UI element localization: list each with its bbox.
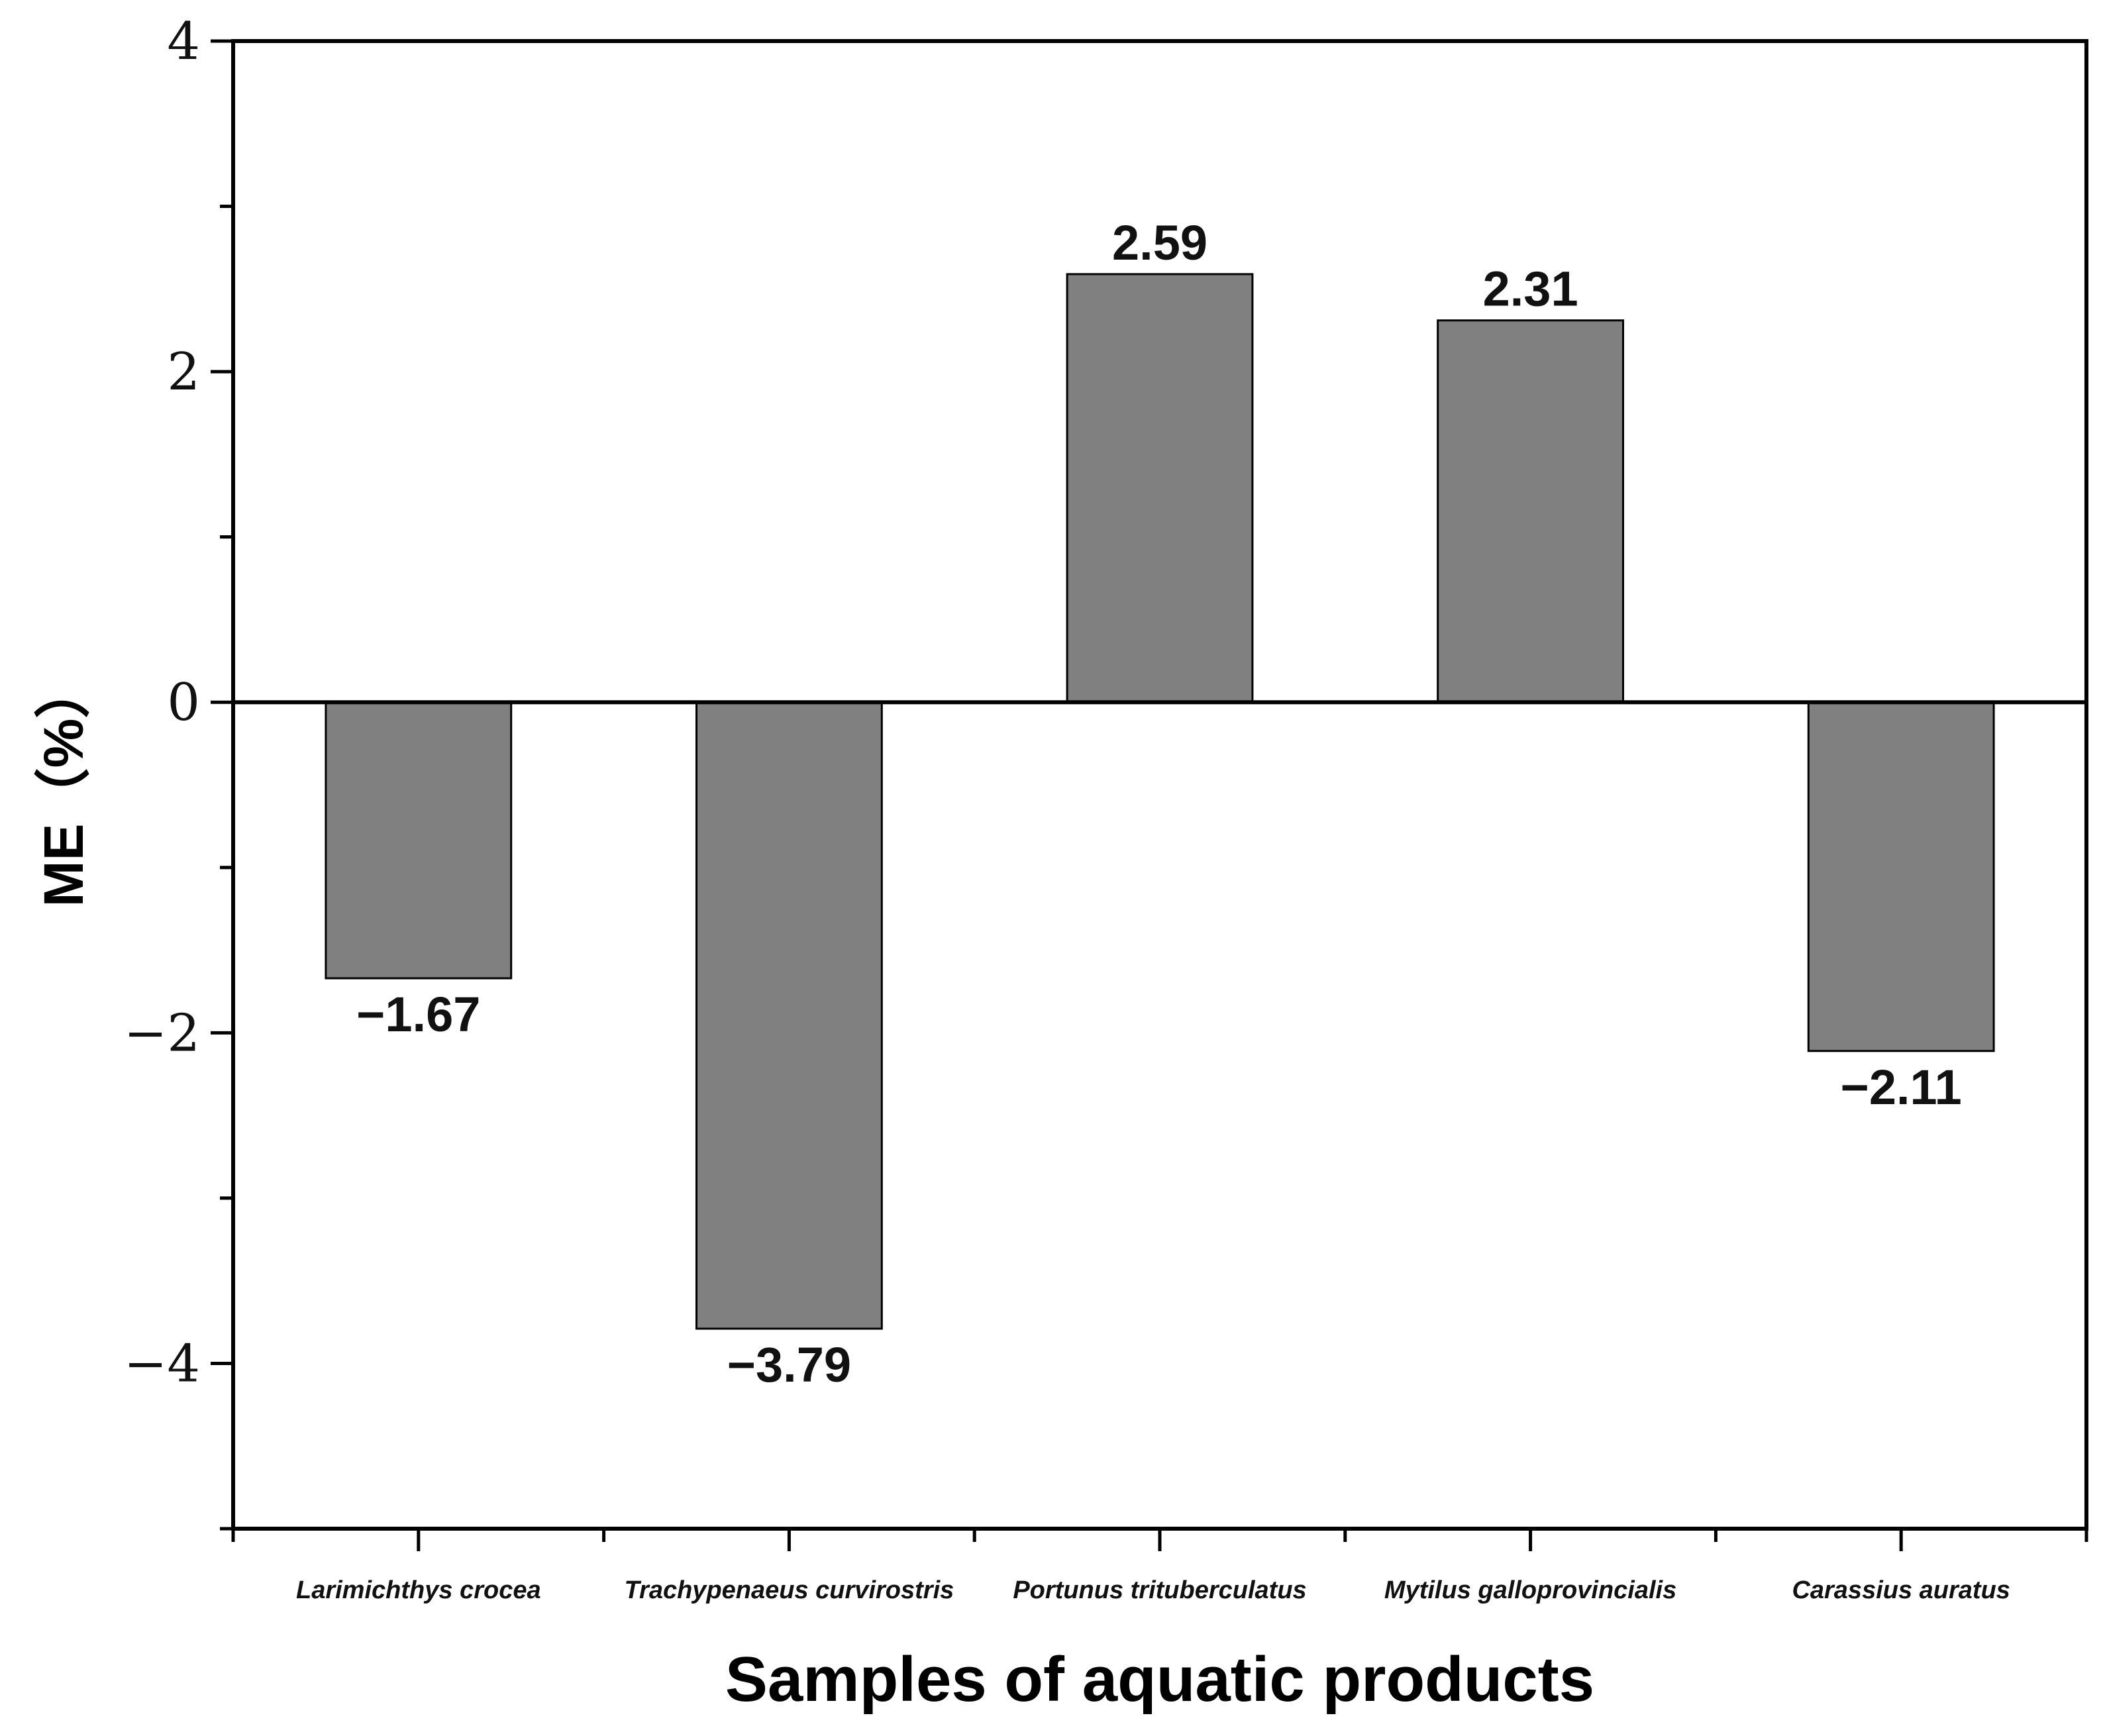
y-axis-title: ME（%） <box>32 663 95 907</box>
bar-data-label: −2.11 <box>1841 1060 1962 1115</box>
bar <box>1437 319 1624 703</box>
bar-data-label: 2.59 <box>1112 215 1207 270</box>
bars <box>325 273 1995 1330</box>
bar <box>1807 701 1995 1052</box>
bar-data-label: −1.67 <box>356 987 480 1042</box>
y-tick-label: 2 <box>167 342 200 402</box>
bar <box>695 701 883 1330</box>
bar-data-label: −3.79 <box>727 1337 851 1392</box>
x-tick-label: Portunus trituberculatus <box>1013 1576 1306 1604</box>
bar-data-label: 2.31 <box>1483 262 1578 317</box>
x-tick-label: Mytilus galloprovincialis <box>1384 1576 1676 1604</box>
y-tick-label: 4 <box>167 12 200 72</box>
x-tick-label: Trachypenaeus curvirostris <box>625 1576 954 1604</box>
x-tick-label: Larimichthys crocea <box>296 1576 541 1604</box>
data-labels: −1.67 −3.79 2.59 2.31 −2.11 <box>356 215 1962 1392</box>
x-tick-label: Carassius auratus <box>1792 1576 2010 1604</box>
bar <box>325 701 513 980</box>
bar <box>1066 273 1254 703</box>
x-axis-category-labels: Larimichthys crocea Trachypenaeus curviro… <box>231 1529 2088 1604</box>
y-tick-label: −2 <box>124 1003 200 1063</box>
y-axis-ticks: 4 2 0 −2 −4 <box>124 12 233 1531</box>
y-tick-label: −4 <box>124 1334 200 1394</box>
x-axis-title: Samples of aquatic products <box>725 1644 1594 1715</box>
y-tick-label: 0 <box>167 673 200 733</box>
